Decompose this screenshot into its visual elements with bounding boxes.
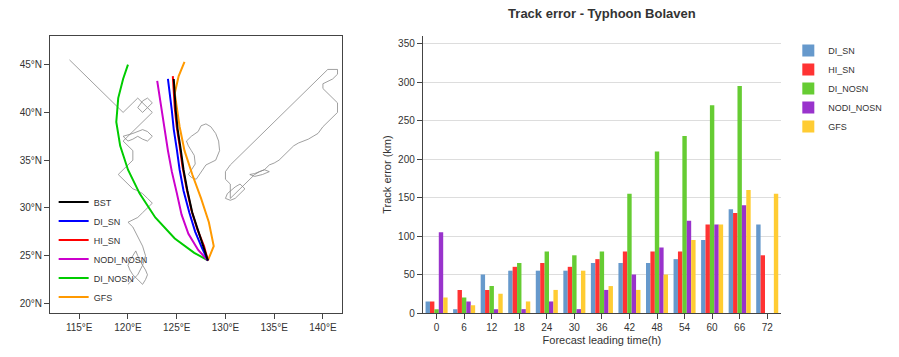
svg-text:115°E: 115°E <box>66 322 93 333</box>
svg-text:54: 54 <box>679 322 691 333</box>
svg-text:25°N: 25°N <box>20 250 42 261</box>
svg-text:42: 42 <box>624 322 636 333</box>
svg-text:BST: BST <box>94 198 112 208</box>
svg-text:66: 66 <box>734 322 746 333</box>
svg-text:30: 30 <box>569 322 581 333</box>
svg-text:NODI_NOSN: NODI_NOSN <box>94 255 148 265</box>
svg-text:DI_SN: DI_SN <box>94 217 121 227</box>
svg-text:Forecast leading time(h): Forecast leading time(h) <box>543 334 662 346</box>
svg-text:12: 12 <box>486 322 498 333</box>
svg-text:125°E: 125°E <box>163 322 191 333</box>
svg-text:18: 18 <box>514 322 526 333</box>
svg-text:35°N: 35°N <box>20 155 42 166</box>
svg-text:Track error - Typhoon Bolaven: Track error - Typhoon Bolaven <box>508 6 696 21</box>
svg-text:45°N: 45°N <box>20 59 42 70</box>
svg-text:200: 200 <box>398 154 415 165</box>
svg-text:6: 6 <box>461 322 467 333</box>
svg-text:20°N: 20°N <box>20 298 42 309</box>
svg-text:GFS: GFS <box>828 122 847 132</box>
svg-text:140°E: 140°E <box>309 322 337 333</box>
svg-text:0: 0 <box>434 322 440 333</box>
svg-text:100: 100 <box>398 231 415 242</box>
svg-text:60: 60 <box>707 322 719 333</box>
svg-text:300: 300 <box>398 77 415 88</box>
svg-text:40°N: 40°N <box>20 107 42 118</box>
svg-text:DI_NOSN: DI_NOSN <box>828 84 868 94</box>
svg-text:50: 50 <box>404 269 416 280</box>
svg-text:GFS: GFS <box>94 293 113 303</box>
svg-text:24: 24 <box>541 322 553 333</box>
svg-text:120°E: 120°E <box>114 322 142 333</box>
svg-text:350: 350 <box>398 38 415 49</box>
svg-text:135°E: 135°E <box>260 322 288 333</box>
svg-text:72: 72 <box>762 322 774 333</box>
svg-text:Track error (km): Track error (km) <box>381 135 393 213</box>
svg-text:DI_SN: DI_SN <box>828 46 855 56</box>
svg-text:130°E: 130°E <box>212 322 240 333</box>
svg-text:250: 250 <box>398 115 415 126</box>
svg-text:36: 36 <box>596 322 608 333</box>
svg-text:HI_SN: HI_SN <box>94 236 121 246</box>
svg-text:0: 0 <box>409 308 415 319</box>
svg-text:NODI_NOSN: NODI_NOSN <box>828 103 882 113</box>
svg-text:48: 48 <box>651 322 663 333</box>
svg-text:DI_NOSN: DI_NOSN <box>94 274 134 284</box>
svg-text:30°N: 30°N <box>20 202 42 213</box>
svg-text:HI_SN: HI_SN <box>828 65 855 75</box>
svg-text:150: 150 <box>398 192 415 203</box>
